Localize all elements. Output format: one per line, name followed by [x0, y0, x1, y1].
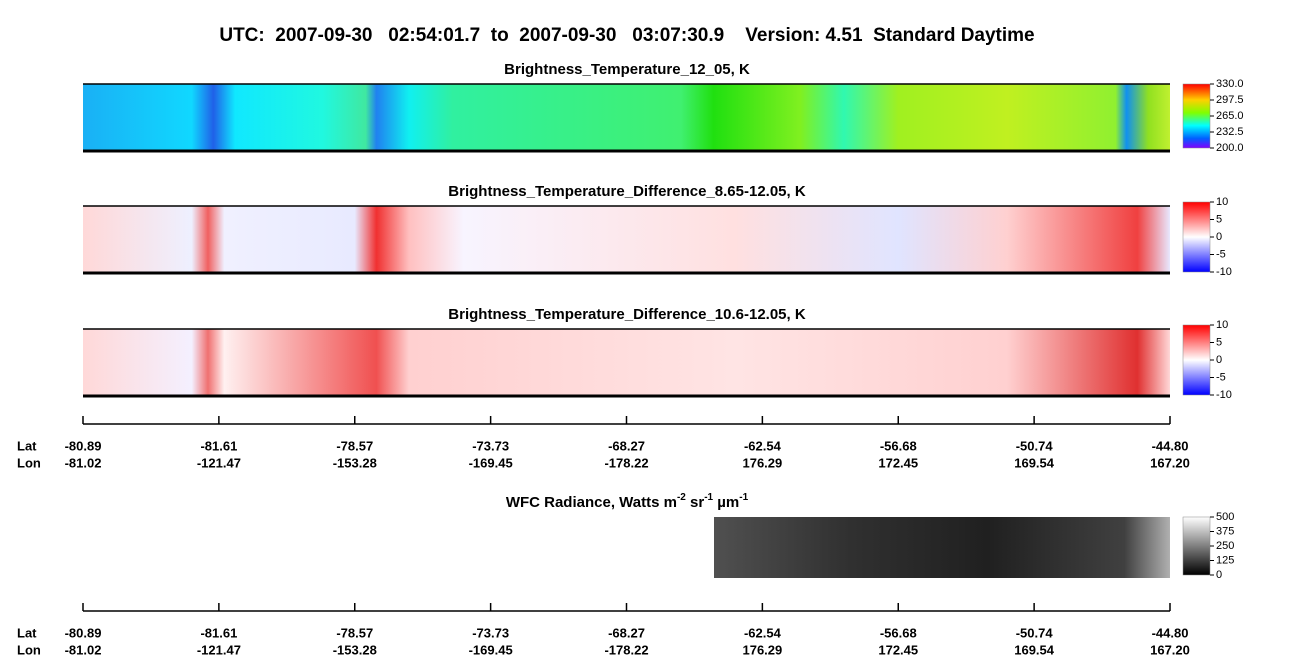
colorbar-label: 297.5 [1216, 94, 1244, 106]
colorbar [1182, 324, 1211, 396]
axis-label: Lat [17, 438, 37, 453]
lon-label: -169.45 [469, 642, 513, 657]
lat-label: -73.73 [472, 438, 509, 453]
page-title: UTC: 2007-09-30 02:54:01.7 to 2007-09-30… [219, 25, 1034, 46]
lon-label: 172.45 [878, 455, 918, 470]
colorbar-label: 5 [1216, 213, 1222, 225]
lat-label: -50.74 [1016, 625, 1054, 640]
lat-label: -62.54 [744, 625, 782, 640]
lat-label: -81.61 [200, 438, 237, 453]
lat-label: -80.89 [65, 625, 102, 640]
colorbar-label: 0 [1216, 569, 1222, 581]
colorbar-label: 125 [1216, 554, 1234, 566]
superscript: -1 [739, 492, 748, 503]
title-part: sr [686, 494, 705, 511]
lat-label: -44.80 [1152, 625, 1189, 640]
lon-label: -121.47 [197, 642, 241, 657]
colorbar-label: 375 [1216, 525, 1234, 537]
lon-label: -178.22 [604, 642, 648, 657]
colorbar-label: -10 [1216, 389, 1232, 401]
lon-label: -153.28 [333, 642, 377, 657]
lat-label: -68.27 [608, 625, 645, 640]
lon-label: 169.54 [1014, 455, 1055, 470]
panel-title: Brightness_Temperature_Difference_8.65-1… [448, 183, 806, 200]
superscript: -2 [677, 492, 686, 503]
lat-label: -78.57 [336, 625, 373, 640]
colorbar [1182, 83, 1211, 149]
colorbar-label: 330.0 [1216, 78, 1244, 90]
colorbar-label: 500 [1216, 511, 1234, 523]
lat-label: -56.68 [880, 438, 917, 453]
colorbar-label: 265.0 [1216, 110, 1244, 122]
lon-label: -121.47 [197, 455, 241, 470]
axis-label: Lat [17, 625, 37, 640]
axis-label: Lon [17, 642, 41, 657]
colorbar-label: 232.5 [1216, 126, 1244, 138]
lon-label: 169.54 [1014, 642, 1055, 657]
lat-label: -81.61 [200, 625, 237, 640]
lat-label: -62.54 [744, 438, 782, 453]
colorbar-label: 5 [1216, 336, 1222, 348]
colorbar-label: 0 [1216, 354, 1222, 366]
title-part: µm [713, 494, 739, 511]
colorbar-label: 200.0 [1216, 142, 1244, 154]
colorbar [1182, 516, 1211, 576]
lon-label: -153.28 [333, 455, 377, 470]
lon-label: 172.45 [878, 642, 918, 657]
colorbar-label: -5 [1216, 371, 1226, 383]
lat-label: -73.73 [472, 625, 509, 640]
panel-title: Brightness_Temperature_Difference_10.6-1… [448, 306, 806, 323]
lon-label: -169.45 [469, 455, 513, 470]
title-part: WFC Radiance, Watts m [506, 494, 677, 511]
lat-label: -80.89 [65, 438, 102, 453]
panel-image [83, 206, 1170, 273]
lon-label: -178.22 [604, 455, 648, 470]
lat-label: -56.68 [880, 625, 917, 640]
lon-label: -81.02 [65, 642, 102, 657]
colorbar-label: 10 [1216, 319, 1228, 331]
lon-label: 176.29 [742, 455, 782, 470]
axis-label: Lon [17, 455, 41, 470]
lat-label: -78.57 [336, 438, 373, 453]
panel-title: WFC Radiance, Watts m-2 sr-1 µm-1 [506, 492, 749, 511]
colorbar-label: 0 [1216, 231, 1222, 243]
lon-label: -81.02 [65, 455, 102, 470]
panel-image [83, 84, 1170, 151]
lat-label: -68.27 [608, 438, 645, 453]
colorbar-label: -5 [1216, 248, 1226, 260]
colorbar-label: 250 [1216, 540, 1234, 552]
lat-label: -44.80 [1152, 438, 1189, 453]
colorbar [1182, 201, 1211, 273]
colorbar-label: -10 [1216, 266, 1232, 278]
colorbar-label: 10 [1216, 196, 1228, 208]
lon-label: 167.20 [1150, 642, 1190, 657]
lon-label: 167.20 [1150, 455, 1190, 470]
panel-image [83, 329, 1170, 396]
superscript: -1 [704, 492, 713, 503]
lon-label: 176.29 [742, 642, 782, 657]
panel-title: Brightness_Temperature_12_05, K [504, 61, 750, 78]
wfc-image [714, 517, 1170, 578]
lat-label: -50.74 [1016, 438, 1054, 453]
